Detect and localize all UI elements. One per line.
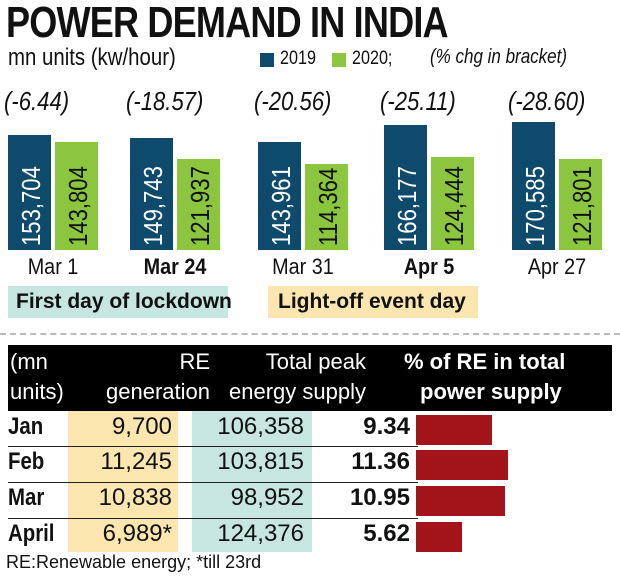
- header-units-2: units): [10, 379, 64, 404]
- category-label: Apr 27: [527, 254, 587, 279]
- header-pct-2: power supply: [420, 379, 562, 404]
- unit-label: mn units (kw/hour): [8, 44, 176, 71]
- total-column-highlight: [192, 411, 312, 552]
- row-re-generation: 9,700: [111, 413, 172, 440]
- bar-value-label: 153,704: [16, 166, 46, 246]
- bar-2019-3: [384, 125, 427, 250]
- row-total-supply: 106,358: [217, 413, 304, 440]
- legend-swatch-2019: [260, 53, 274, 67]
- header-total-1: Total peak: [265, 349, 366, 374]
- bar-2020-4: [559, 158, 602, 250]
- bar-value-label: 121,937: [185, 166, 215, 246]
- header-pct-1: % of RE in total: [404, 349, 566, 374]
- annotation-light-off: Light-off event day: [268, 286, 478, 318]
- re-pct-bar: [416, 415, 492, 445]
- row-re-pct: 9.34: [363, 413, 410, 440]
- bar-2019-0: [8, 134, 51, 250]
- bar-value-label: 114,364: [313, 167, 343, 246]
- row-re-generation: 10,838: [98, 484, 172, 511]
- row-re-pct: 11.36: [351, 448, 410, 475]
- bar-value-label: 170,585: [520, 166, 550, 246]
- annotation-lockdown: First day of lockdown: [8, 286, 232, 318]
- bar-2019-2: [258, 141, 301, 250]
- bar-2019-1: [130, 137, 173, 250]
- table-header: (mn units) RE generation Total peak ener…: [8, 345, 612, 411]
- category-label: Mar 1: [27, 254, 79, 279]
- bar-2020-3: [431, 156, 474, 250]
- bar-value-label: 149,743: [138, 166, 168, 246]
- row-month: April: [8, 520, 55, 547]
- re-pct-bar: [416, 450, 508, 480]
- bar-value-label: 143,961: [266, 166, 296, 246]
- re-pct-bar: [416, 486, 505, 516]
- pct-change-label: (-25.11): [380, 86, 456, 116]
- row-re-generation: 6,989*: [102, 520, 172, 547]
- category-label: Mar 24: [143, 254, 207, 279]
- header-total-2: energy supply: [229, 379, 366, 404]
- footnote: RE:Renewable energy; *till 23rd: [6, 552, 262, 572]
- re-column-highlight: [68, 411, 178, 552]
- bar-2020-0: [55, 142, 98, 250]
- header-re-1: RE: [179, 349, 210, 374]
- bar-value-label: 166,177: [392, 166, 422, 246]
- legend-label-2020: 2020;: [352, 48, 393, 69]
- legend-label-2019: 2019: [280, 48, 316, 69]
- header-re-2: generation: [106, 379, 210, 404]
- chart-title: POWER DEMAND IN INDIA: [6, 0, 449, 47]
- row-month: Jan: [8, 413, 44, 440]
- pct-change-label: (-28.60): [508, 86, 586, 116]
- divider: [0, 333, 620, 335]
- row-month: Mar: [8, 484, 45, 511]
- row-month: Feb: [8, 448, 45, 475]
- category-label: Mar 31: [272, 254, 334, 279]
- row-total-supply: 124,376: [217, 520, 304, 547]
- row-re-generation: 11,245: [100, 448, 172, 475]
- row-re-pct: 10.95: [349, 484, 410, 511]
- row-re-pct: 5.62: [363, 520, 410, 547]
- pct-change-label: (-20.56): [254, 86, 332, 116]
- category-label: Apr 5: [403, 254, 455, 279]
- re-pct-bar: [416, 522, 462, 552]
- pct-change-note: (% chg in bracket): [430, 46, 567, 68]
- bar-value-label: 124,444: [439, 166, 469, 246]
- row-total-supply: 98,952: [230, 484, 304, 511]
- pct-change-label: (-18.57): [126, 86, 204, 116]
- row-divider: [8, 518, 418, 519]
- bar-value-label: 121,801: [567, 166, 597, 246]
- bar-2020-2: [305, 164, 348, 250]
- bar-value-label: 143,804: [63, 166, 93, 246]
- pct-change-label: (-6.44): [4, 86, 70, 116]
- legend-swatch-2020: [332, 53, 346, 67]
- header-units-1: (mn: [10, 349, 48, 374]
- row-divider: [8, 446, 418, 447]
- bar-2020-1: [177, 158, 220, 250]
- row-divider: [8, 482, 418, 483]
- row-total-supply: 103,815: [217, 448, 304, 475]
- bar-2019-4: [512, 122, 555, 250]
